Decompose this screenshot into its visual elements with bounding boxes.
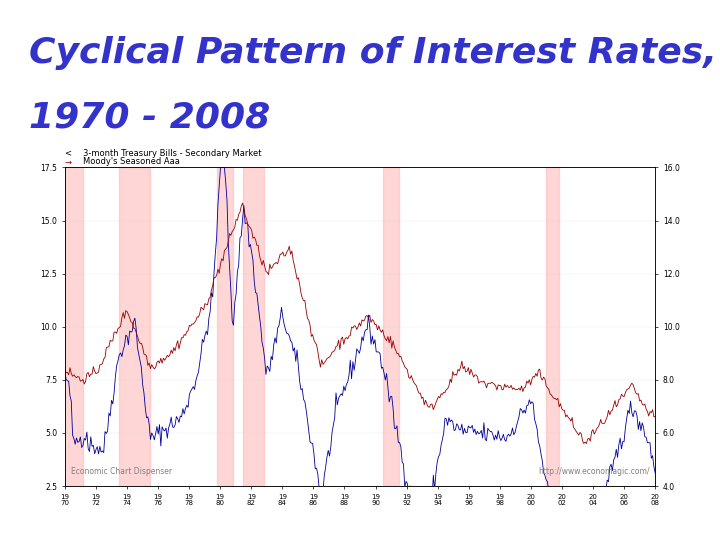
Bar [120,167,150,486]
Bar [546,167,559,486]
Text: 1970 - 2008: 1970 - 2008 [29,101,270,135]
Bar [63,167,84,486]
Text: <: < [65,150,74,158]
Text: →: → [65,158,72,166]
Bar [217,167,233,486]
Text: Economic Chart Dispenser: Economic Chart Dispenser [71,468,172,476]
Bar [383,167,399,486]
Text: Cyclical Pattern of Interest Rates,: Cyclical Pattern of Interest Rates, [29,36,717,70]
Text: 3-month Treasury Bills - Secondary Market: 3-month Treasury Bills - Secondary Marke… [83,150,261,158]
Bar [243,167,264,486]
Text: Moody's Seasoned Aaa: Moody's Seasoned Aaa [83,158,180,166]
Text: http://www.economagic.com/: http://www.economagic.com/ [538,468,649,476]
